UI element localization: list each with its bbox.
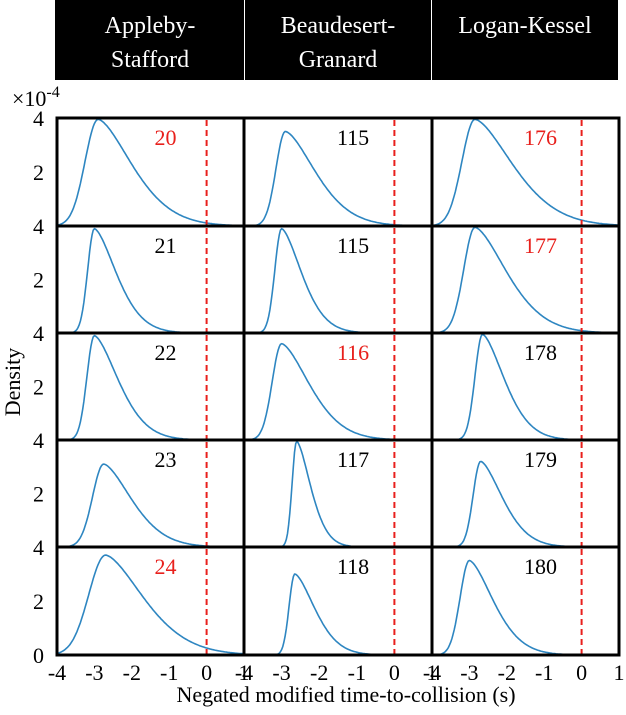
panel-115: 115 [242, 224, 434, 335]
y-tick-label: 4 [33, 214, 44, 239]
x-tick-label: -2 [498, 660, 516, 685]
header-cell-3 [432, 0, 618, 80]
panel-178: 178 [430, 331, 621, 442]
panel-21: 21 [55, 224, 246, 335]
header-cell-1 [55, 0, 244, 80]
density-curve [57, 463, 244, 548]
x-tick-label: -3 [460, 660, 478, 685]
panel-176: 176 [430, 116, 621, 228]
panel-23: 23 [55, 438, 246, 549]
panel-id-label: 178 [524, 340, 557, 365]
y-tick-label: 4 [33, 321, 44, 346]
panel-id-label: 117 [337, 447, 369, 472]
density-curve [57, 334, 244, 441]
panel-frame [55, 545, 246, 657]
panel-id-label: 115 [337, 125, 369, 150]
panel-grid: 20 115 176 21 115 177 22 116 178 23 117 179 24 118 180 [55, 116, 621, 657]
y-tick-label: 0 [33, 643, 44, 668]
panel-116: 116 [242, 331, 434, 442]
x-tick-label: -3 [272, 660, 290, 685]
x-tick-label: 1 [427, 660, 438, 685]
panel-24: 24 [55, 545, 246, 657]
x-tick-label: -4 [235, 660, 253, 685]
y-axis-label: Density [0, 348, 25, 416]
x-tick-label: -2 [123, 660, 141, 685]
x-tick-label: 0 [389, 660, 400, 685]
panel-id-label: 118 [337, 554, 369, 579]
panel-id-label: 20 [154, 125, 176, 150]
panel-id-label: 116 [337, 340, 369, 365]
density-curve [56, 118, 245, 227]
density-curve [432, 226, 619, 334]
panel-117: 117 [242, 438, 434, 549]
panel-frame [55, 438, 246, 549]
x-tick-label: 1 [614, 660, 625, 685]
header-line: Stafford [111, 47, 189, 73]
header-line: Beaudesert- [281, 13, 396, 39]
density-curve [56, 554, 245, 655]
header-line: Granard [299, 47, 378, 73]
column-header-3: Logan-Kessel [458, 13, 592, 39]
x-tick-label: -2 [310, 660, 328, 685]
panel-id-label: 180 [524, 554, 557, 579]
header-line: Appleby- [105, 13, 196, 39]
y-tick-label: 2 [33, 160, 44, 185]
panel-22: 22 [55, 331, 246, 442]
panel-id-label: 177 [524, 233, 557, 258]
panel-20: 20 [55, 116, 246, 228]
header-cell-2 [245, 0, 431, 80]
panel-id-label: 24 [154, 554, 176, 579]
x-tick-label: -4 [48, 660, 66, 685]
x-tick-label: -1 [160, 660, 178, 685]
density-curve [244, 573, 432, 656]
y-tick-label: 4 [33, 428, 44, 453]
x-tick-label: -1 [535, 660, 553, 685]
panel-177: 177 [430, 224, 621, 335]
panel-frame [55, 116, 246, 228]
y-tick-label: 2 [33, 589, 44, 614]
panel-id-label: 22 [154, 340, 176, 365]
y-tick-label: 4 [33, 535, 44, 560]
panel-id-label: 21 [154, 233, 176, 258]
density-curve [57, 227, 244, 334]
panel-id-label: 176 [524, 125, 557, 150]
column-header-2: Beaudesert- Granard [281, 13, 396, 73]
y-exponent-label: ×10-4 [12, 84, 60, 111]
column-headers: Appleby- Stafford Beaudesert- Granard Loga… [55, 0, 618, 80]
panel-id-label: 23 [154, 447, 176, 472]
panel-179: 179 [430, 438, 621, 549]
panel-118: 118 [242, 545, 434, 657]
x-tick-label: -3 [85, 660, 103, 685]
x-axis-label: Negated modified time-to-collision (s) [176, 682, 515, 707]
y-tick-label: 2 [33, 482, 44, 507]
panel-115: 115 [242, 116, 434, 228]
density-curve [431, 118, 619, 227]
x-tick-label: 0 [576, 660, 587, 685]
x-tick-label: 0 [201, 660, 212, 685]
x-tick-label: 1 [239, 660, 250, 685]
panel-180: 180 [430, 545, 621, 657]
x-tick-label: -4 [423, 660, 441, 685]
column-header-1: Appleby- Stafford [105, 13, 196, 73]
panel-id-label: 115 [337, 233, 369, 258]
panel-frame [55, 224, 246, 335]
y-tick-label: 2 [33, 268, 44, 293]
y-tick-label: 2 [33, 375, 44, 400]
panel-id-label: 179 [524, 447, 557, 472]
density-curve [432, 460, 619, 548]
x-tick-label: -1 [348, 660, 366, 685]
panel-frame [430, 545, 621, 657]
y-tick-label: 4 [33, 106, 44, 131]
